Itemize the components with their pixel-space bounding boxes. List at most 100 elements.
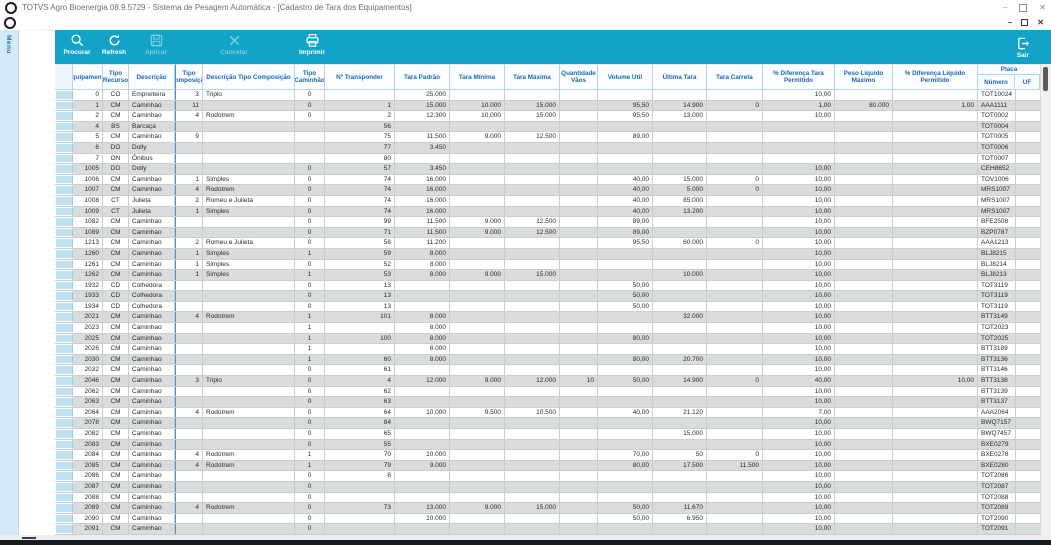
table-row[interactable]: 2023 CM Caminhao 1 8.000 10,00 TOT2023 <box>55 323 1041 334</box>
row-selector-cell[interactable] <box>55 280 73 291</box>
table-row[interactable]: 1009 CT Julieta 1 Simples 0 74 16.000 40,00 13.20… <box>55 206 1041 218</box>
table-row[interactable]: 2086 CM Caminhao 0 8 10,00 TOT2086 <box>55 471 1041 482</box>
row-selector-cell[interactable] <box>55 153 73 164</box>
row-selector-cell[interactable] <box>55 90 73 100</box>
row-selector-cell[interactable] <box>55 397 73 407</box>
row-selector-cell[interactable] <box>55 481 73 492</box>
mdi-restore-button[interactable] <box>1021 19 1029 26</box>
row-selector-cell[interactable] <box>55 386 73 397</box>
table-row[interactable]: 1008 CT Julieta 2 Romeu e Julieta 0 74 16.000 40… <box>55 195 1041 207</box>
table-row[interactable]: 2032 CM Caminhao 0 61 10,00 BTT3146 <box>55 365 1041 377</box>
row-selector-cell[interactable] <box>55 376 73 386</box>
row-selector-cell[interactable] <box>55 238 73 248</box>
column-header[interactable]: % Diferença Líquido Permitido <box>893 64 978 90</box>
column-header[interactable]: Tipo Recurso <box>103 64 129 90</box>
minimize-button[interactable]: – <box>1002 2 1008 12</box>
column-group-header[interactable]: Placa <box>978 64 1040 75</box>
table-row[interactable]: 2078 CM Caminhao 0 84 10,00 BWQ7157 <box>55 418 1041 429</box>
table-row[interactable]: 2091 CM Caminhao 0 10,00 TOT2091 <box>55 524 1041 535</box>
column-header[interactable]: Tipo Caminhão <box>295 64 325 90</box>
row-selector-cell[interactable] <box>55 185 73 195</box>
row-selector-cell[interactable] <box>55 301 73 312</box>
row-selector-cell[interactable] <box>55 206 73 217</box>
row-selector-cell[interactable] <box>55 323 73 333</box>
row-selector-cell[interactable] <box>55 312 73 323</box>
column-header[interactable]: % Diferença Tara Permitido <box>763 64 835 90</box>
table-row[interactable]: 1005 DO Dolly 0 57 3.450 10,00 CEH8652 <box>55 164 1041 175</box>
row-selector-cell[interactable] <box>55 248 73 259</box>
row-selector-cell[interactable] <box>55 121 73 132</box>
column-header[interactable]: Tipo Composição <box>175 64 203 90</box>
table-row[interactable]: 2046 CM Caminhao 3 Triplo 0 4 12.000 9.000 12.000… <box>55 376 1041 387</box>
column-header[interactable]: Tara Mínima <box>450 64 505 90</box>
table-row[interactable]: 1082 CM Caminhao 0 99 11.500 9.000 12.500 89,00 1… <box>55 217 1041 228</box>
row-selector-cell[interactable] <box>55 132 73 142</box>
column-header[interactable]: Tara Padrão <box>395 64 450 90</box>
table-row[interactable]: 2021 CM Caminhao 4 Rodotrem 1 101 8.000 32.000 10… <box>55 312 1041 324</box>
row-selector-cell[interactable] <box>55 429 73 439</box>
row-selector-cell[interactable] <box>55 460 73 471</box>
table-row[interactable]: 1260 CM Caminhao 1 Simples 1 59 8.000 10,00 BLJ82… <box>55 248 1041 260</box>
refresh-button[interactable]: Refresh <box>96 33 132 56</box>
table-row[interactable]: 2082 CM Caminhao 0 65 15.000 10,00 BWQ7457 <box>55 429 1041 440</box>
row-selector-cell[interactable] <box>55 471 73 481</box>
table-row[interactable]: 2026 CM Caminhao 1 8.000 10,00 BTT3189 <box>55 344 1041 355</box>
table-row[interactable]: 5 CM Caminhao 9 75 11.500 9.000 12.500 89,00 TOT0… <box>55 132 1041 143</box>
row-selector-cell[interactable] <box>55 513 73 524</box>
table-row[interactable]: 7 ON Ônibus 80 TOT0007 <box>55 153 1041 165</box>
table-row[interactable]: 2064 CM Caminhao 4 Rodotrem 0 64 10.000 9.500 10.… <box>55 407 1041 419</box>
table-row[interactable]: 1089 CM Caminhao 0 71 11.500 9.000 12.500 89,00 1… <box>55 227 1041 239</box>
table-row[interactable]: 4 BS Barcaça 56 TOT0004 <box>55 121 1041 133</box>
table-row[interactable]: 6 DO Dolly 77 3.450 TOT0006 <box>55 142 1041 154</box>
row-selector-cell[interactable] <box>55 333 73 344</box>
close-button[interactable]: ✕ <box>1039 2 1046 12</box>
column-header[interactable]: Peso Líquido Máximo <box>835 64 893 90</box>
table-row[interactable]: 1213 CM Caminhao 2 Romeu e Julieta 0 58 11.200 9… <box>55 238 1041 249</box>
sair-button[interactable]: Sair <box>1005 36 1041 59</box>
row-selector-cell[interactable] <box>55 439 73 450</box>
table-row[interactable]: 2090 CM Caminhao 0 10.000 50,00 6.950 10,00 TOT2… <box>55 513 1041 525</box>
table-row[interactable]: 2083 CM Caminhao 0 55 10,00 BXE0279 <box>55 439 1041 451</box>
row-selector-cell[interactable] <box>55 100 73 111</box>
mdi-minimize-button[interactable]: – <box>1007 18 1013 27</box>
table-row[interactable]: 1006 CM Caminhao 1 Simples 0 74 16.000 40,00 15.0… <box>55 174 1041 186</box>
table-row[interactable]: 1934 CD Colhedora 0 13 50,00 10,00 TOT3119 <box>55 301 1041 313</box>
procurar-button[interactable]: Procurar <box>59 33 95 56</box>
table-row[interactable]: 1007 CM Caminhao 4 Rodotrem 0 74 16.000 40,00 5.0… <box>55 185 1041 196</box>
table-row[interactable]: 2088 CM Caminhao 0 10,00 TOT2088 <box>55 492 1041 504</box>
row-selector-cell[interactable] <box>55 164 73 174</box>
row-selector-cell[interactable] <box>55 450 73 460</box>
row-selector-cell[interactable] <box>55 174 73 185</box>
aplicar-button[interactable]: Aplicar <box>138 33 174 56</box>
table-row[interactable]: 2030 CM Caminhao 1 60 8.000 80,00 20.700 10,00 BT… <box>55 354 1041 366</box>
row-selector-cell[interactable] <box>55 407 73 418</box>
row-selector-cell[interactable] <box>55 291 73 301</box>
mdi-close-button[interactable]: ✕ <box>1037 18 1044 27</box>
row-selector-cell[interactable] <box>55 365 73 376</box>
table-row[interactable]: 2 CM Caminhao 4 Rodotrem 0 2 12.300 10.000 15.000… <box>55 111 1041 122</box>
table-row[interactable]: 2063 CM Caminhao 0 63 10,00 BTT3137 <box>55 397 1041 408</box>
row-selector-cell[interactable] <box>55 259 73 270</box>
table-row[interactable]: 1262 CM Caminhao 1 Simples 1 53 8.000 9.000 15.00… <box>55 270 1041 281</box>
column-header[interactable]: Descrição <box>129 64 175 90</box>
table-row[interactable]: 1 CM Caminhao 11 0 1 15.000 10.000 15.000 95,50 14… <box>55 100 1041 112</box>
column-header[interactable]: Volume Util <box>598 64 653 90</box>
horizontal-scrollbar[interactable] <box>0 535 1051 540</box>
table-row[interactable]: 1933 CD Colhedora 0 13 50,00 10,00 TOT3119 <box>55 291 1041 302</box>
table-row[interactable]: 2089 CM Caminhao 4 Rodotrem 0 73 13.000 9.000 15.… <box>55 503 1041 514</box>
cancelar-button[interactable]: Cancelar <box>216 33 252 56</box>
row-selector-cell[interactable] <box>55 195 73 206</box>
table-row[interactable]: 1932 CD Colhedora 0 13 50,00 10,00 TOT3119 <box>55 280 1041 292</box>
column-header[interactable]: Quantidade Vãos <box>560 64 598 90</box>
table-row[interactable]: 2025 CM Caminhao 1 100 8.000 80,00 10,00 TOT2025 <box>55 333 1041 345</box>
vertical-scrollbar[interactable] <box>1040 64 1051 535</box>
row-selector-cell[interactable] <box>55 142 73 153</box>
row-selector-cell[interactable] <box>55 418 73 428</box>
row-selector-cell[interactable] <box>55 270 73 280</box>
row-selector-cell[interactable] <box>55 503 73 513</box>
row-selector-cell[interactable] <box>55 111 73 121</box>
column-header[interactable]: Última Tara <box>653 64 707 90</box>
column-header[interactable]: Descrição Tipo Composição <box>203 64 295 90</box>
imprimir-button[interactable]: Imprimir <box>294 33 330 56</box>
table-row[interactable]: 1261 CM Caminhao 1 Simples 0 52 8.000 10,00 BLJ82… <box>55 259 1041 271</box>
